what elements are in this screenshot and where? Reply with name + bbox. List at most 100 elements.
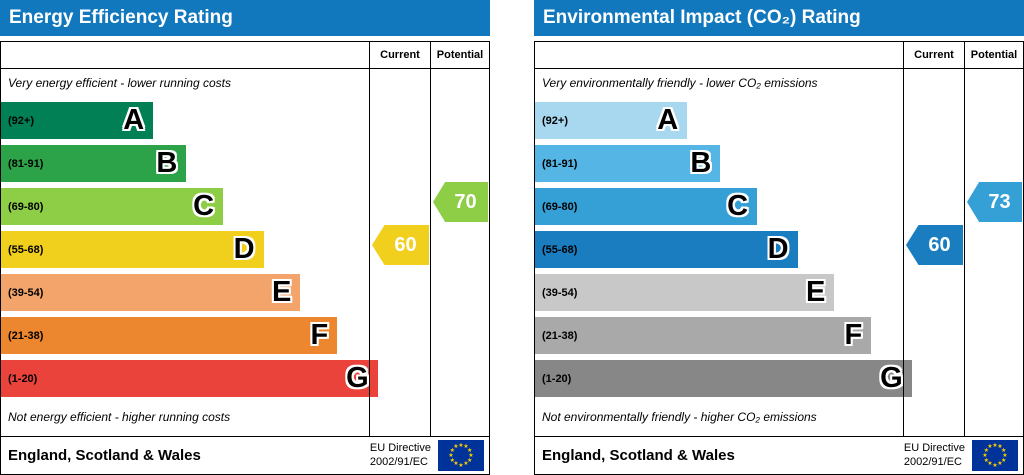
eu-flag-star: ★ (987, 443, 993, 450)
band-range-label: (55-68) (542, 243, 578, 256)
eu-flag-star: ★ (448, 452, 454, 459)
band-letter: C (727, 190, 749, 222)
band-letter: A (123, 104, 145, 136)
eu-flag-star: ★ (1000, 447, 1007, 454)
current-cell: 60 (903, 69, 964, 436)
chart-title: Environmental Impact (CO₂) Rating (534, 0, 1024, 36)
potential-column-header: Potential (430, 42, 489, 68)
eu-flag-icon: ★ ★ ★ ★ ★ ★ ★ ★ ★ ★ ★ ★ (972, 440, 1018, 471)
band-letter: B (690, 147, 712, 179)
band-f: (21-38) F (535, 317, 872, 354)
band-range-label: (1-20) (542, 372, 572, 385)
energy-efficiency-chart: Energy Efficiency Rating Current Potenti… (0, 0, 490, 475)
directive-line-1: EU Directive (369, 441, 431, 454)
eu-flag-star: ★ (449, 447, 456, 454)
band-d: (55-68) D (535, 231, 798, 268)
band-f: (21-38) F (1, 317, 338, 354)
column-headers: Current Potential (535, 42, 1023, 69)
chart-body: Very environmentally friendly - lower CO… (535, 69, 1023, 436)
top-note: Very environmentally friendly - lower CO… (542, 76, 818, 90)
band-letter: A (657, 104, 679, 136)
band-range-label: (69-80) (8, 200, 44, 213)
environmental-impact-chart: Environmental Impact (CO₂) Rating Curren… (534, 0, 1024, 475)
band-e: (39-54) E (535, 274, 835, 311)
eu-flag-star: ★ (458, 442, 464, 449)
band-c: (69-80) C (535, 188, 758, 225)
eu-flag-star: ★ (982, 452, 988, 459)
current-column-header: Current (369, 42, 430, 68)
footer-right: EU Directive 2002/91/EC ★ ★ ★ ★ ★ ★ ★ ★ ★ ★ ★ ★ (904, 440, 1018, 471)
directive-label: EU Directive 2002/91/EC (904, 442, 965, 470)
band-g: (1-20) G (535, 360, 912, 397)
region-label: England, Scotland & Wales (542, 447, 735, 464)
band-g: (1-20) G (1, 360, 378, 397)
band-letter: G (880, 362, 903, 394)
bands-area: (92+) A (81-91) B (69-80) C (55-68) D (39-54) E (2… (535, 102, 912, 403)
band-range-label: (39-54) (8, 286, 44, 299)
band-b: (81-91) B (1, 145, 187, 182)
band-letter: F (844, 319, 863, 351)
bands-column: Very energy efficient - lower running co… (1, 69, 378, 436)
eu-flag-star: ★ (983, 447, 990, 454)
band-range-label: (21-38) (8, 329, 44, 342)
band-a: (92+) A (535, 102, 688, 139)
column-headers: Current Potential (1, 42, 489, 69)
band-range-label: (69-80) (542, 200, 578, 213)
bands-area: (92+) A (81-91) B (69-80) C (55-68) D (39-54) E (2… (1, 102, 378, 403)
eu-flag-star: ★ (468, 452, 474, 459)
potential-cell: 73 (964, 69, 1023, 436)
column-spacer (535, 42, 903, 68)
band-letter: D (767, 233, 789, 265)
band-letter: G (346, 362, 369, 394)
bottom-note: Not energy efficient - higher running co… (8, 410, 231, 424)
current-cell: 60 (369, 69, 430, 436)
eu-flag-star: ★ (463, 443, 469, 450)
chart-footer: England, Scotland & Wales EU Directive 2… (535, 436, 1023, 474)
eu-flag-star: ★ (453, 443, 459, 450)
directive-line-1: EU Directive (903, 441, 965, 454)
band-letter: C (193, 190, 215, 222)
potential-column-header: Potential (964, 42, 1023, 68)
band-e: (39-54) E (1, 274, 301, 311)
chart-table: Current Potential Very environmentally f… (534, 41, 1024, 475)
band-range-label: (39-54) (542, 286, 578, 299)
footer-right: EU Directive 2002/91/EC ★ ★ ★ ★ ★ ★ ★ ★ ★ ★ ★ ★ (370, 440, 484, 471)
band-d: (55-68) D (1, 231, 264, 268)
band-range-label: (81-91) (542, 157, 578, 170)
band-letter: F (310, 319, 329, 351)
chart-body: Very energy efficient - lower running co… (1, 69, 489, 436)
column-spacer (1, 42, 369, 68)
band-range-label: (92+) (8, 114, 34, 127)
band-range-label: (81-91) (8, 157, 44, 170)
bottom-note: Not environmentally friendly - higher CO… (542, 410, 817, 424)
region-label: England, Scotland & Wales (8, 447, 201, 464)
top-note: Very energy efficient - lower running co… (8, 76, 231, 90)
chart-table: Current Potential Very energy efficient … (0, 41, 490, 475)
band-range-label: (1-20) (8, 372, 38, 385)
potential-rating-tag: 73 (967, 182, 1022, 222)
current-column-header: Current (903, 42, 964, 68)
bands-column: Very environmentally friendly - lower CO… (535, 69, 912, 436)
band-a: (92+) A (1, 102, 154, 139)
directive-label: EU Directive 2002/91/EC (370, 442, 431, 470)
band-range-label: (21-38) (542, 329, 578, 342)
potential-cell: 70 (430, 69, 489, 436)
band-letter: E (272, 276, 292, 308)
band-c: (69-80) C (1, 188, 224, 225)
band-letter: E (806, 276, 826, 308)
eu-flag-icon: ★ ★ ★ ★ ★ ★ ★ ★ ★ ★ ★ ★ (438, 440, 484, 471)
eu-flag-star: ★ (466, 447, 473, 454)
band-b: (81-91) B (535, 145, 721, 182)
band-range-label: (55-68) (8, 243, 44, 256)
current-rating-tag: 60 (372, 225, 429, 265)
band-range-label: (92+) (542, 114, 568, 127)
band-letter: B (156, 147, 178, 179)
directive-line-2: 2002/91/EC (903, 455, 962, 468)
chart-title: Energy Efficiency Rating (0, 0, 490, 36)
band-letter: D (233, 233, 255, 265)
chart-footer: England, Scotland & Wales EU Directive 2… (1, 436, 489, 474)
eu-flag-star: ★ (1002, 452, 1008, 459)
potential-rating-tag: 70 (433, 182, 488, 222)
directive-line-2: 2002/91/EC (369, 455, 428, 468)
